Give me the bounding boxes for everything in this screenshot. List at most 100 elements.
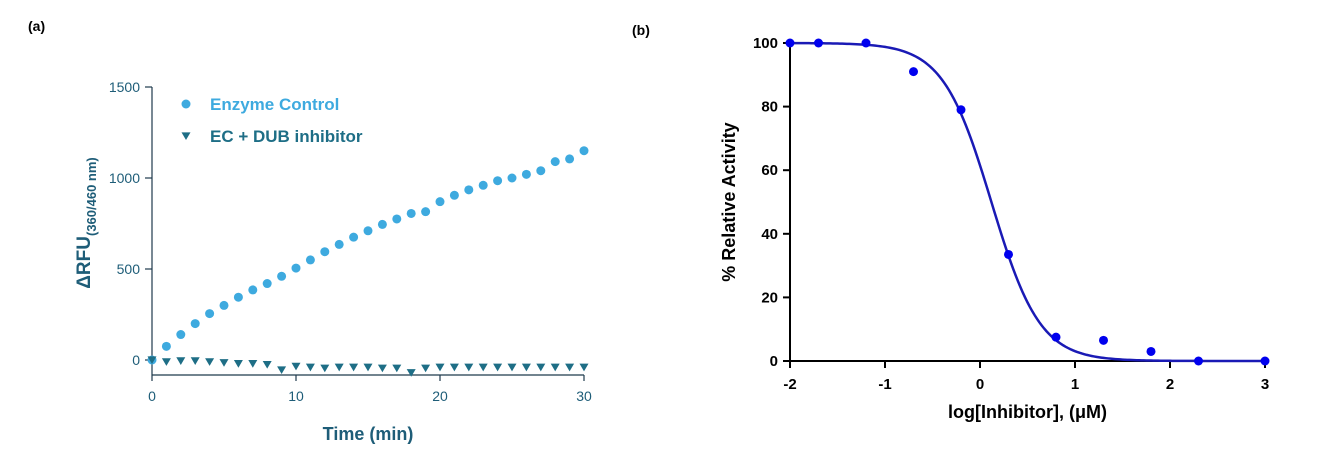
inhibitor-point <box>262 360 272 369</box>
enzyme-control-point <box>233 292 243 302</box>
data-point <box>1260 356 1270 366</box>
enzyme-control-point <box>550 157 560 167</box>
enzyme-control-point <box>334 239 344 249</box>
enzyme-control-point <box>305 255 315 265</box>
y-tick-label: 20 <box>761 289 778 306</box>
enzyme-control-point <box>464 185 474 195</box>
inhibitor-point <box>478 363 488 372</box>
legend-marker-inhibitor <box>181 132 191 141</box>
enzyme-control-point <box>248 285 258 295</box>
legend-label-enzyme-control: Enzyme Control <box>210 95 339 114</box>
panel-label-b: (b) <box>632 22 650 38</box>
x-tick-label: 10 <box>288 388 304 404</box>
inhibitor-point <box>147 356 157 365</box>
inhibitor-point <box>392 364 402 373</box>
enzyme-control-point <box>205 309 215 319</box>
x-tick-label: 0 <box>148 388 156 404</box>
enzyme-control-point <box>435 197 445 207</box>
data-point <box>1194 356 1203 366</box>
y-tick-label: 1000 <box>109 170 140 186</box>
inhibitor-point <box>233 360 243 368</box>
inhibitor-point <box>536 363 546 372</box>
enzyme-control-point <box>493 176 503 186</box>
x-tick-label: -2 <box>783 376 796 393</box>
inhibitor-point <box>363 363 373 372</box>
x-tick-label: -1 <box>878 376 891 393</box>
enzyme-control-point <box>406 208 416 218</box>
inhibitor-point <box>435 363 445 372</box>
inhibitor-point <box>305 363 315 372</box>
enzyme-control-point <box>421 207 431 217</box>
enzyme-control-point <box>291 263 301 273</box>
y-tick-label: 100 <box>753 35 778 52</box>
y-tick-label: 80 <box>761 99 778 116</box>
inhibitor-point <box>248 360 258 368</box>
x-tick-label: 0 <box>976 376 984 393</box>
inhibitor-point <box>161 358 171 366</box>
inhibitor-point <box>176 357 186 365</box>
data-point <box>814 38 823 48</box>
data-point <box>956 105 966 115</box>
x-tick-label: 1 <box>1071 376 1079 393</box>
x-axis-title: Time (min) <box>323 424 414 444</box>
x-tick-label: 2 <box>1166 376 1174 393</box>
inhibitor-point <box>493 363 503 372</box>
enzyme-control-point <box>363 226 373 236</box>
inhibitor-point <box>334 363 344 372</box>
x-tick-label: 20 <box>432 388 448 404</box>
data-point <box>1051 332 1061 342</box>
time-course-chart: 0 500 1000 1500 0 10 20 30 Time (min) ΔRFU(360/46… <box>74 79 592 444</box>
fit-curve <box>789 41 1265 363</box>
inhibitor-point <box>406 369 416 377</box>
y-axis-title: % Relative Activity <box>719 122 739 281</box>
data-point <box>1146 346 1156 356</box>
enzyme-control-point <box>521 169 531 179</box>
x-axis-title: log[Inhibitor], (μM) <box>948 402 1107 422</box>
enzyme-control-point <box>507 173 517 183</box>
y-tick-label: 0 <box>770 353 778 370</box>
enzyme-control-point <box>349 232 359 242</box>
enzyme-control-point <box>190 319 200 329</box>
data-point <box>861 38 871 48</box>
legend-label-inhibitor: EC + DUB inhibitor <box>210 127 363 146</box>
inhibitor-point <box>219 359 229 367</box>
y-tick-label: 500 <box>117 261 141 277</box>
inhibitor-point <box>507 363 517 372</box>
inhibitor-point <box>190 357 200 365</box>
y-axis-title-main: ΔRFU <box>74 236 95 289</box>
enzyme-control-point <box>262 279 272 289</box>
inhibitor-point <box>449 363 459 372</box>
inhibitor-point <box>291 362 301 371</box>
enzyme-control-point <box>219 300 229 310</box>
enzyme-control-point <box>536 166 546 176</box>
inhibitor-point <box>320 364 330 373</box>
y-tick-label: 1500 <box>109 79 140 95</box>
inhibitor-point <box>349 363 359 372</box>
y-axis-title: ΔRFU(360/460 nm) <box>74 157 99 288</box>
inhibitor-point <box>277 366 287 375</box>
dose-response-chart: 0 20 40 60 80 100 -2 -1 0 1 2 3 log[Inhibitor], (μM)… <box>719 35 1270 422</box>
enzyme-control-point <box>579 146 589 156</box>
inhibitor-point <box>464 363 474 372</box>
data-point <box>1099 335 1108 345</box>
enzyme-control-point <box>176 330 186 340</box>
inhibitor-point <box>377 364 387 373</box>
x-tick-label: 3 <box>1261 376 1269 393</box>
legend-marker-enzyme-control <box>181 99 191 109</box>
y-tick-label: 60 <box>761 162 778 179</box>
panel-label-a: (a) <box>28 18 46 34</box>
x-tick-label: 30 <box>576 388 592 404</box>
inhibitor-point <box>550 363 560 372</box>
enzyme-control-point <box>449 190 459 200</box>
inhibitor-point <box>205 358 215 366</box>
enzyme-control-point <box>478 180 488 190</box>
enzyme-control-point <box>565 154 575 164</box>
inhibitor-point <box>565 363 575 372</box>
inhibitor-point <box>521 363 531 372</box>
inhibitor-point <box>579 363 589 372</box>
inhibitor-point <box>421 364 431 373</box>
enzyme-control-point <box>392 214 402 224</box>
y-tick-label: 0 <box>132 352 140 368</box>
data-point <box>1004 249 1013 259</box>
enzyme-control-point <box>320 247 330 257</box>
